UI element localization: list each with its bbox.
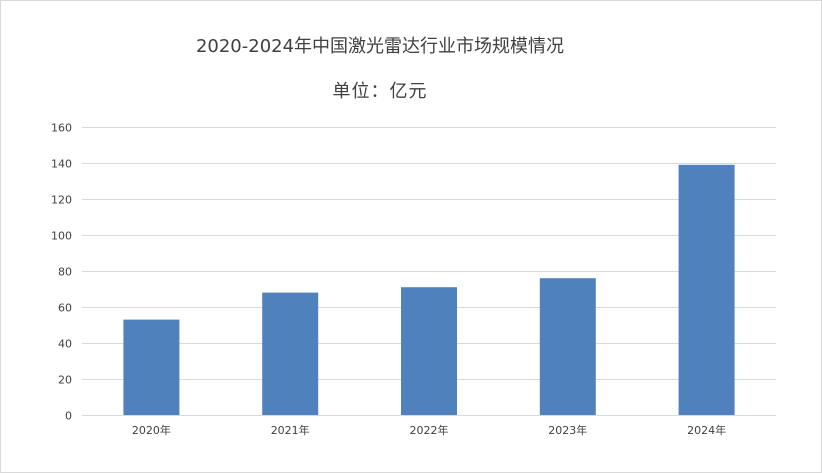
y-tick-label: 100 bbox=[51, 230, 72, 243]
y-tick-label: 80 bbox=[58, 266, 72, 279]
bar bbox=[678, 164, 735, 415]
bar bbox=[262, 292, 319, 415]
x-tick-label: 2021年 bbox=[271, 423, 310, 437]
y-tick-label: 0 bbox=[65, 410, 72, 423]
y-tick-label: 40 bbox=[58, 338, 72, 351]
chart-subtitle: 单位：亿元 bbox=[332, 81, 428, 102]
x-axis-ticks: 2020年 2021年 2022年 2023年 2024年 bbox=[132, 423, 726, 437]
y-tick-label: 60 bbox=[58, 302, 72, 315]
bar bbox=[539, 278, 596, 415]
y-tick-label: 120 bbox=[51, 194, 72, 207]
x-tick-label: 2020年 bbox=[132, 423, 171, 437]
y-tick-label: 20 bbox=[58, 374, 72, 387]
x-tick-label: 2023年 bbox=[548, 423, 587, 437]
y-tick-label: 160 bbox=[51, 122, 72, 135]
bars bbox=[123, 164, 735, 415]
y-tick-label: 140 bbox=[51, 158, 72, 171]
chart-title: 2020-2024年中国激光雷达行业市场规模情况 bbox=[195, 36, 565, 57]
x-tick-label: 2024年 bbox=[687, 423, 726, 437]
x-tick-label: 2022年 bbox=[410, 423, 449, 437]
bar bbox=[123, 319, 180, 415]
bar bbox=[401, 287, 457, 415]
y-axis-ticks: 0 20 40 60 80 100 120 140 160 bbox=[51, 122, 72, 423]
